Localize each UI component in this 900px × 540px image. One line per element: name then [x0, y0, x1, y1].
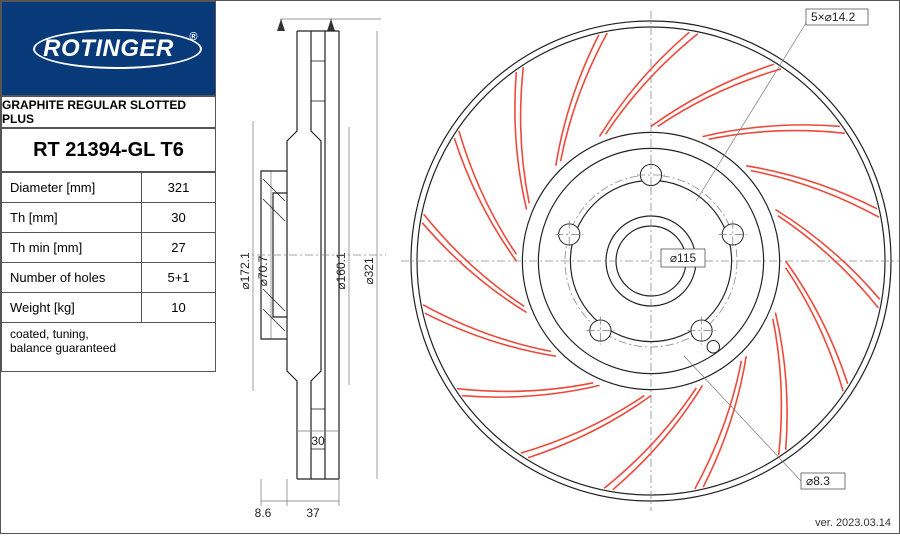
- spec-value: 5+1: [142, 263, 216, 293]
- dim-d2: ⌀70.7: [256, 255, 270, 286]
- spec-value: 30: [142, 203, 216, 233]
- dim-h1: 8.6: [255, 506, 272, 520]
- pcd-label: ⌀115: [670, 251, 697, 265]
- brand-name: ROTINGER ®: [43, 35, 174, 63]
- hole-callout: 5×⌀14.2: [811, 10, 856, 24]
- spec-value: 321: [142, 173, 216, 203]
- table-row: Weight [kg]10: [2, 293, 216, 323]
- dim-d4: ⌀321: [362, 257, 376, 285]
- spec-label: Number of holes: [2, 263, 142, 293]
- side-view: ⌀172.1 ⌀70.7 ⌀160.1 ⌀321: [238, 19, 386, 520]
- spec-label: Diameter [mm]: [2, 173, 142, 203]
- dim-d3: ⌀160.1: [334, 252, 348, 290]
- spec-value: 10: [142, 293, 216, 323]
- dim-th: 30: [311, 434, 325, 448]
- dim-d1: ⌀172.1: [238, 252, 252, 290]
- part-number: RT 21394-GL T6: [1, 128, 216, 172]
- notes: coated, tuning,balance guaranteed: [1, 322, 216, 372]
- spec-label: Th [mm]: [2, 203, 142, 233]
- table-row: Th [mm]30: [2, 203, 216, 233]
- table-row: Number of holes5+1: [2, 263, 216, 293]
- version-label: ver. 2023.03.14: [815, 517, 891, 529]
- table-row: Diameter [mm]321: [2, 173, 216, 203]
- product-line: GRAPHITE REGULAR SLOTTED PLUS: [1, 96, 216, 128]
- drawing-area: ⌀172.1 ⌀70.7 ⌀160.1 ⌀321: [216, 1, 899, 533]
- spec-label: Th min [mm]: [2, 233, 142, 263]
- spec-table: Diameter [mm]321Th [mm]30Th min [mm]27Nu…: [1, 172, 216, 323]
- dim-h2: 37: [306, 506, 320, 520]
- brand-logo: ROTINGER ®: [1, 1, 216, 96]
- spec-label: Weight [kg]: [2, 293, 142, 323]
- callouts: 5×⌀14.2 ⌀115 ⌀8.3: [661, 9, 868, 489]
- table-row: Th min [mm]27: [2, 233, 216, 263]
- small-hole-callout: ⌀8.3: [806, 474, 830, 488]
- technical-drawing: ⌀172.1 ⌀70.7 ⌀160.1 ⌀321: [216, 1, 900, 535]
- spec-value: 27: [142, 233, 216, 263]
- front-view: [401, 11, 900, 511]
